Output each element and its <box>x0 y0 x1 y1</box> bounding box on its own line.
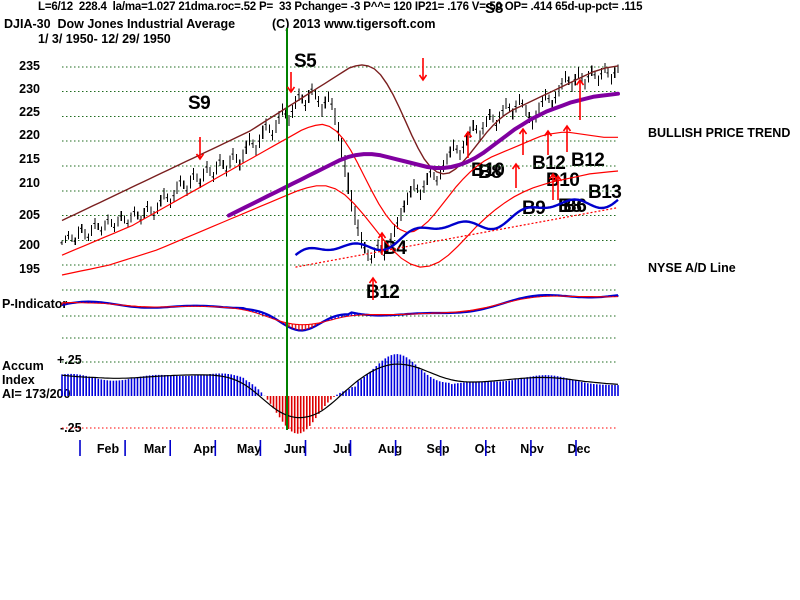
price-gridlines <box>62 66 618 266</box>
price-trend-label: BULLISH PRICE TREND <box>648 126 791 140</box>
annotation-b12-a: B12 <box>532 153 566 174</box>
y-axis-label-225: 225 <box>19 105 40 119</box>
annotation-b8-a: B8 <box>478 162 502 183</box>
y-axis-label-205: 205 <box>19 208 40 222</box>
x-axis-month-jul: Jul <box>332 442 352 456</box>
price-ohlc-bars <box>60 62 619 264</box>
header-copyright: (C) 2013 www.tigersoft.com <box>272 17 436 31</box>
y-axis-label-200: 200 <box>19 238 40 252</box>
x-axis-month-mar: Mar <box>143 442 167 456</box>
signal-arrows <box>195 58 585 300</box>
annotation-b12-c: B12 <box>366 282 400 303</box>
accum-index-title-line1: Accum <box>2 359 44 373</box>
nyse-ad-line-plot <box>294 198 619 268</box>
x-axis-month-nov: Nov <box>520 442 544 456</box>
annotation-b13: B13 <box>588 182 622 203</box>
annotation-s9: S9 <box>188 93 211 114</box>
accum-index-title-line2: Index <box>2 373 35 387</box>
annotation-b10-a: B10 <box>471 160 505 181</box>
x-axis-month-jun: Jun <box>283 442 307 456</box>
y-axis-label-230: 230 <box>19 82 40 96</box>
moving-average-line <box>226 91 620 218</box>
header-stats-line: L=6/12 228.4 la/ma=1.027 21dma.roc=.52 P… <box>38 1 643 13</box>
x-axis-tick-marks <box>79 440 577 456</box>
p-indicator-plot <box>61 294 619 332</box>
header-symbol-title: DJIA-30 Dow Jones Industrial Average <box>4 17 236 31</box>
y-axis-label-210: 210 <box>19 176 40 190</box>
x-axis-month-apr: Apr <box>193 442 215 456</box>
x-axis-month-may: May <box>236 442 262 456</box>
accum-scale-top: +.25 <box>57 353 82 367</box>
header-date-range: 1/ 3/ 1950- 12/ 29/ 1950 <box>38 32 171 46</box>
accum-gridlines <box>62 289 618 429</box>
accum-index-value: AI= 173/200 <box>2 387 71 401</box>
y-axis-label-195: 195 <box>19 262 40 276</box>
x-axis-month-sep: Sep <box>426 442 450 456</box>
y-axis-label-235: 235 <box>19 59 40 73</box>
ad-line-label: NYSE A/D Line <box>648 261 736 275</box>
signal-label-s8: S8 <box>485 0 504 17</box>
y-axis-label-220: 220 <box>19 128 40 142</box>
x-axis-month-feb: Feb <box>96 442 120 456</box>
y-axis-label-215: 215 <box>19 152 40 166</box>
accum-index-histogram <box>61 354 619 434</box>
price-bands <box>61 64 619 276</box>
x-axis-month-dec: Dec <box>567 442 591 456</box>
p-indicator-label: P-Indicator <box>2 297 68 311</box>
